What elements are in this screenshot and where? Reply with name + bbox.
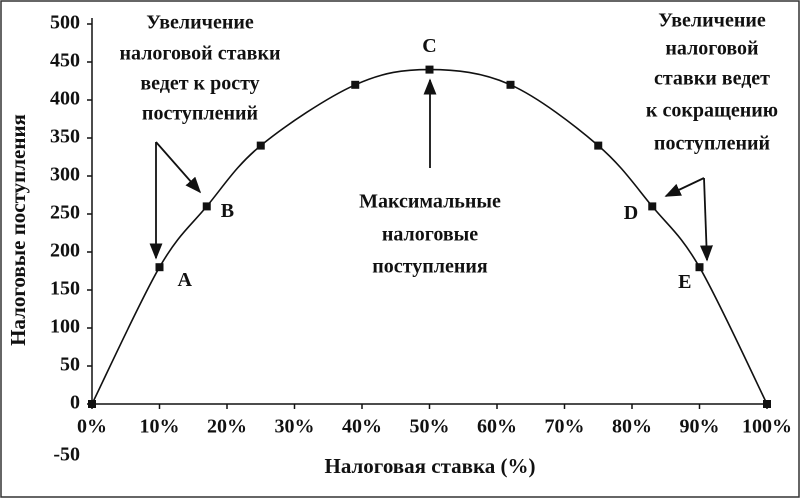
annotation: ведет к росту <box>140 73 259 95</box>
annotation: к сокращению <box>646 100 778 122</box>
annotation: поступлений <box>142 103 258 125</box>
annotation: Увеличение <box>146 12 254 34</box>
point <box>351 80 360 89</box>
annotation: поступлений <box>654 133 770 155</box>
point-label: C <box>422 35 436 57</box>
x-tick-label: 40% <box>342 416 382 438</box>
y-tick-label: 150 <box>50 278 80 300</box>
y-axis-label: Налоговые поступления <box>6 114 30 346</box>
annotation: Увеличение <box>658 10 766 32</box>
x-tick-label: 10% <box>140 416 180 438</box>
x-tick-label: 0% <box>77 416 107 438</box>
x-tick-label: 100% <box>742 416 792 438</box>
point <box>425 65 434 74</box>
y-tick-label: -50 <box>53 444 80 466</box>
x-tick-label: 20% <box>207 416 247 438</box>
point <box>88 400 96 408</box>
x-tick-label: 90% <box>680 416 720 438</box>
y-tick-label: 250 <box>50 202 80 224</box>
x-tick-label: 80% <box>612 416 652 438</box>
annotation: Максимальные <box>359 191 501 213</box>
point-label: E <box>678 271 691 293</box>
point <box>594 141 603 150</box>
point <box>648 202 657 211</box>
x-tick-label: 60% <box>477 416 517 438</box>
point <box>695 263 704 272</box>
y-tick-label: 500 <box>50 12 80 34</box>
y-tick-label: 450 <box>50 50 80 72</box>
y-tick-label: 400 <box>50 88 80 110</box>
point-label: D <box>624 202 638 224</box>
annotation: налоговой ставки <box>120 43 281 65</box>
annotation: ставки ведет <box>654 68 770 90</box>
x-tick-label: 30% <box>275 416 315 438</box>
point <box>763 400 771 408</box>
y-tick-label: 100 <box>50 316 80 338</box>
arrows <box>149 78 713 262</box>
point <box>155 263 164 272</box>
x-tick-label: 70% <box>545 416 585 438</box>
annotation: налоговой <box>665 38 758 60</box>
annotation: поступления <box>372 256 488 278</box>
y-tick-label: 50 <box>60 354 80 376</box>
x-tick-label: 50% <box>410 416 450 438</box>
x-axis-label: Налоговая ставка (%) <box>325 454 536 478</box>
point-label: B <box>221 200 234 222</box>
annotation: налоговые <box>382 224 478 246</box>
y-tick-label: 300 <box>50 164 80 186</box>
point <box>506 80 515 89</box>
y-tick-label: 0 <box>70 392 80 414</box>
y-tick-label: 350 <box>50 126 80 148</box>
point-label: A <box>178 269 193 291</box>
y-tick-label: 200 <box>50 240 80 262</box>
point <box>202 202 211 211</box>
point <box>256 141 265 150</box>
